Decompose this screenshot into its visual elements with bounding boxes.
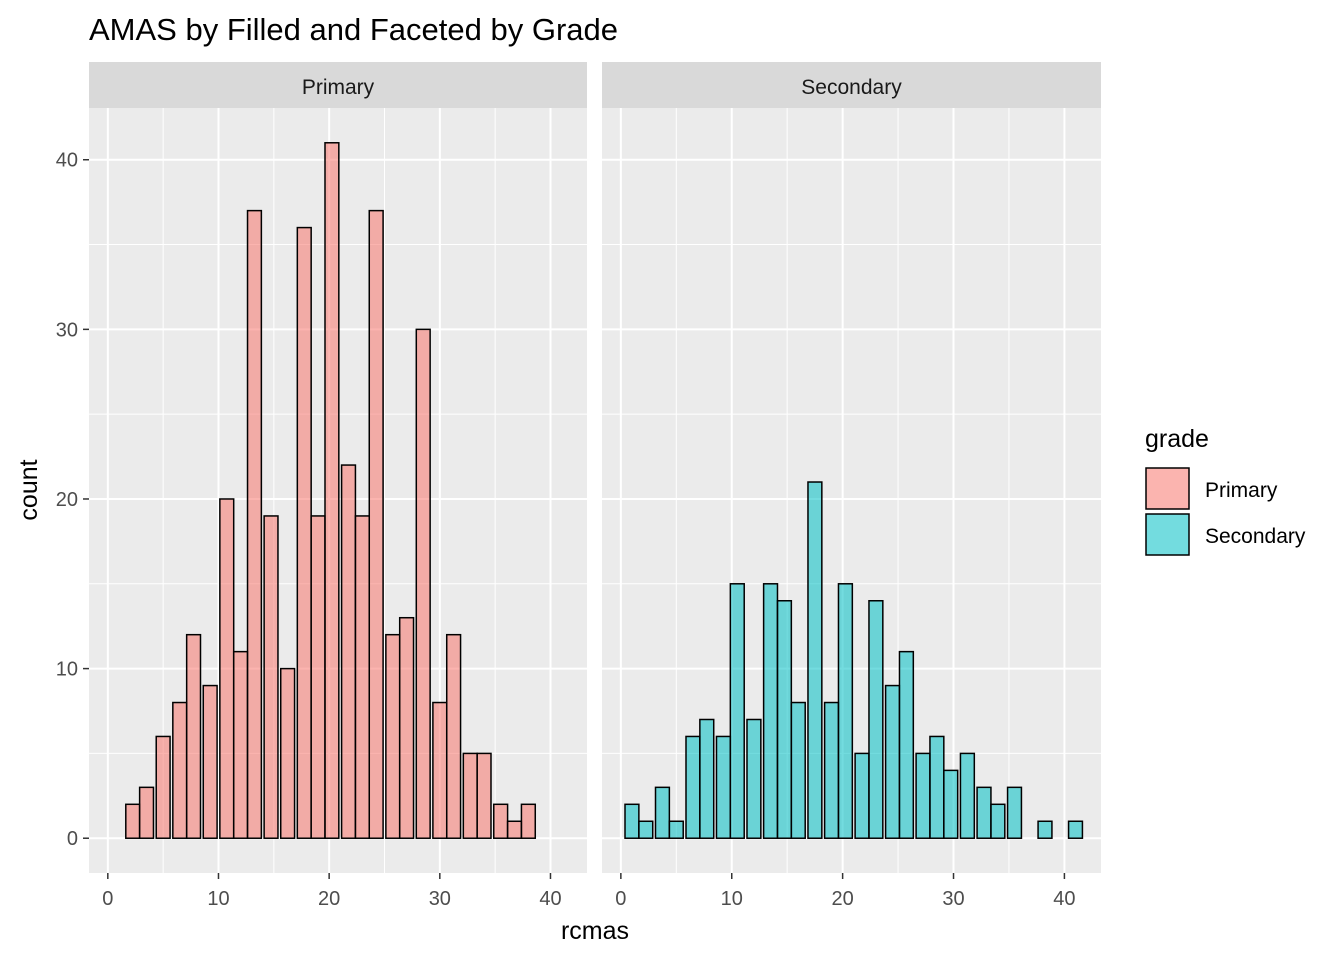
histogram-bar <box>1067 820 1084 839</box>
x-tick-label: 10 <box>207 888 229 910</box>
histogram-bar <box>263 515 279 839</box>
histogram-bar <box>296 226 312 839</box>
histogram-bar <box>624 803 640 839</box>
histogram-bar <box>202 684 218 839</box>
x-tick-label: 30 <box>429 888 451 910</box>
chart-title: AMAS by Filled and Faceted by Grade <box>89 12 618 47</box>
histogram-bar <box>668 820 684 839</box>
x-tick-label: 20 <box>832 888 854 910</box>
histogram-bar <box>354 515 371 839</box>
histogram-bar <box>476 752 492 839</box>
histogram-bar <box>310 515 326 839</box>
legend-swatch <box>1145 513 1190 556</box>
histogram-bar <box>746 718 762 839</box>
histogram-bar <box>1037 820 1053 839</box>
histogram-bar <box>884 684 901 839</box>
y-tick-label: 10 <box>56 659 78 681</box>
legend: grade Primary Secondary <box>1145 425 1306 556</box>
histogram-bar <box>943 769 959 839</box>
histogram-bar <box>959 752 976 839</box>
histogram-bar <box>929 735 945 839</box>
x-tick-label: 30 <box>942 888 964 910</box>
x-tick-label: 40 <box>539 888 561 910</box>
histogram-bar <box>807 481 823 839</box>
histogram-bar <box>1006 786 1023 839</box>
histogram-bar <box>837 583 854 839</box>
histogram-bars <box>125 142 537 839</box>
histogram-bar <box>155 735 171 839</box>
x-tick-label: 40 <box>1053 888 1075 910</box>
histogram-bar <box>976 786 992 839</box>
histogram-bar <box>715 735 732 839</box>
histogram-bar <box>654 786 671 839</box>
histogram-bar <box>868 600 884 839</box>
histogram-bar <box>138 786 155 839</box>
legend-label: Primary <box>1205 479 1278 502</box>
histogram-bar <box>368 209 384 839</box>
histogram-bar <box>232 650 249 839</box>
histogram-bar <box>185 633 202 839</box>
histogram-bar <box>823 701 840 839</box>
histogram-bar <box>432 701 448 839</box>
x-tick-label: 10 <box>721 888 743 910</box>
facet-strip <box>89 62 587 108</box>
histogram-bars <box>624 481 1084 839</box>
legend-entry-primary: Primary <box>1145 467 1278 510</box>
histogram-bar <box>340 464 357 839</box>
histogram-bar <box>246 209 263 839</box>
x-tick-label: 0 <box>102 888 113 910</box>
legend-label: Secondary <box>1205 525 1306 548</box>
facet-panel-secondary: Secondary 0 10 20 30 40 <box>602 62 1101 910</box>
histogram-bar <box>506 820 523 839</box>
legend-swatch <box>1145 467 1190 510</box>
facet-panels: Primary 0 10 20 30 40 0 10 20 30 40 Secondary 0 10 20 3… <box>56 62 1101 910</box>
histogram-bar <box>493 803 509 839</box>
histogram-bar <box>445 633 462 839</box>
facet-strip <box>602 62 1101 108</box>
histogram-bar <box>776 600 793 839</box>
histogram-bar <box>854 752 870 839</box>
histogram-bar <box>219 498 235 839</box>
facet-panel-primary: Primary 0 10 20 30 40 0 10 20 30 40 <box>56 62 587 910</box>
histogram-bar <box>638 820 654 839</box>
histogram-bar <box>762 583 779 839</box>
facet-strip-label: Primary <box>302 76 375 99</box>
histogram-bar <box>172 701 188 839</box>
y-tick-label: 40 <box>56 150 78 172</box>
histogram-bar <box>385 633 401 839</box>
histogram-bar <box>415 328 431 839</box>
histogram-bar <box>520 803 537 839</box>
x-tick-label: 20 <box>318 888 340 910</box>
histogram-bar <box>462 752 478 839</box>
facet-strip-label: Secondary <box>801 76 902 99</box>
histogram-bar <box>790 701 806 839</box>
legend-entry-secondary: Secondary <box>1145 513 1306 556</box>
histogram-bar <box>398 616 415 839</box>
x-tick-label: 0 <box>615 888 626 910</box>
y-tick-label: 0 <box>67 828 78 850</box>
legend-title: grade <box>1145 425 1209 453</box>
histogram-bar <box>898 650 915 839</box>
y-tick-label: 20 <box>56 489 78 511</box>
x-axis-title: rcmas <box>561 917 629 945</box>
histogram-bar <box>125 803 141 839</box>
histogram-bar <box>729 583 745 839</box>
histogram-bar <box>915 752 931 839</box>
histogram-bar <box>699 718 715 839</box>
histogram-bar <box>990 803 1006 839</box>
y-tick-label: 30 <box>56 319 78 341</box>
histogram-bar <box>324 142 340 839</box>
histogram-bar <box>685 735 701 839</box>
y-axis-title: count <box>15 459 43 520</box>
histogram-bar <box>279 667 296 839</box>
